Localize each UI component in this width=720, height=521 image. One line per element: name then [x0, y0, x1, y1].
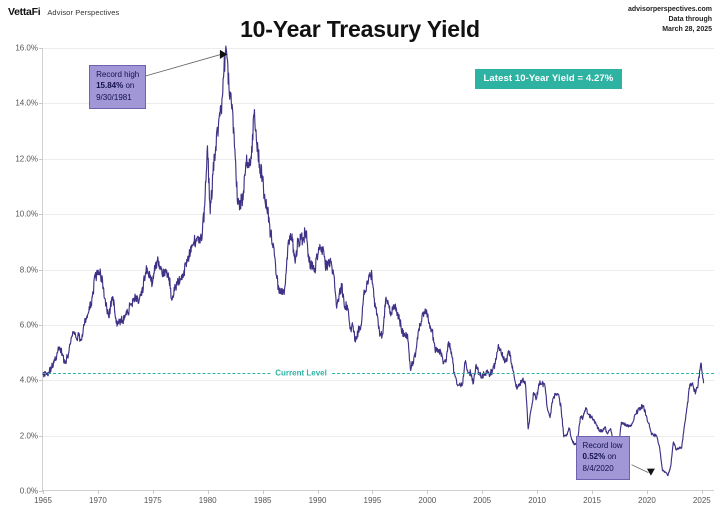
x-tick-label: 2015	[583, 496, 601, 505]
y-tick-label: 16.0%	[15, 43, 38, 53]
x-tick-mark	[482, 490, 484, 494]
x-tick-mark	[372, 490, 374, 494]
y-tick-label: 2.0%	[19, 431, 38, 441]
record-high-line3: 9/30/1981	[96, 93, 132, 103]
x-tick-label: 1965	[34, 496, 52, 505]
x-tick-label: 1990	[308, 496, 327, 505]
record-low-suffix: on	[605, 452, 617, 462]
x-tick-label: 2025	[692, 496, 711, 505]
y-tick-label: 0.0%	[19, 486, 38, 496]
y-tick-label: 14.0%	[15, 98, 38, 108]
record-high-value: 15.84%	[96, 81, 124, 91]
record-high-line2: 15.84% on	[96, 80, 139, 92]
gridline	[43, 435, 714, 437]
y-tick-mark	[39, 491, 43, 492]
y-tick-mark	[39, 48, 43, 49]
x-tick-mark	[207, 490, 209, 494]
gridline	[43, 158, 714, 160]
y-tick-label: 4.0%	[19, 375, 38, 385]
y-tick-mark	[39, 269, 43, 271]
y-tick-label: 10.0%	[15, 209, 38, 219]
vettafi-logo: VettaFi	[8, 6, 41, 18]
source-attribution: advisorperspectives.com Data through Mar…	[628, 5, 712, 35]
current-level-label: Current Level	[272, 368, 330, 378]
x-tick-mark	[427, 490, 429, 494]
gridline	[43, 380, 714, 382]
data-through-label: Data through	[668, 15, 712, 23]
current-level-line	[43, 372, 714, 374]
advisor-perspectives-tagline: Advisor Perspectives	[47, 8, 120, 17]
x-tick-mark	[592, 490, 594, 494]
x-tick-label: 2000	[418, 496, 437, 505]
y-tick-label: 8.0%	[19, 265, 38, 274]
y-tick-mark	[39, 324, 43, 326]
x-tick-mark	[537, 490, 539, 494]
brand-block: VettaFi Advisor Perspectives	[8, 6, 119, 18]
record-high-line1: Record high	[96, 69, 140, 79]
x-tick-mark	[97, 490, 99, 494]
x-tick-label: 1980	[198, 496, 217, 505]
y-tick-mark	[39, 380, 43, 382]
data-through-date: March 28, 2025	[662, 25, 712, 33]
x-tick-label: 2005	[473, 496, 492, 505]
x-tick-label: 2020	[638, 496, 656, 505]
record-low-line2: 0.52% on	[583, 451, 623, 463]
chart-plot-area: 0.0% 2.0% 4.0% 6.0% 8.0% 10.0% 12.0% 14.0% 16.0%…	[15, 44, 714, 505]
latest-yield-badge: Latest 10-Year Yield = 4.27%	[474, 68, 623, 89]
source-website: advisorperspectives.com	[627, 6, 712, 13]
gridline	[43, 48, 714, 49]
x-tick-mark	[152, 490, 154, 494]
x-tick-mark	[646, 490, 648, 494]
y-tick-mark	[39, 103, 43, 105]
y-tick-label: 6.0%	[19, 320, 38, 330]
x-tick-label: 1995	[363, 496, 382, 505]
x-tick-mark	[262, 490, 264, 494]
y-tick-label: 12.0%	[15, 154, 38, 164]
x-tick-mark	[701, 490, 703, 494]
y-tick-mark	[39, 158, 43, 160]
x-tick-mark	[43, 490, 44, 494]
record-low-callout: Record low 0.52% on 8/4/2020	[575, 435, 630, 481]
page-title: 10-Year Treasury Yield	[240, 16, 480, 42]
record-low-value: 0.52%	[582, 452, 606, 462]
record-high-callout: Record high 15.84% on 9/30/1981	[89, 64, 147, 110]
y-tick-mark	[39, 435, 43, 437]
x-tick-label: 2010	[528, 496, 547, 505]
yield-series-line	[42, 45, 705, 477]
x-tick-label: 1970	[88, 496, 107, 505]
gridline	[43, 214, 714, 216]
record-low-line1: Record low	[582, 440, 623, 450]
record-low-line3: 8/4/2020	[582, 464, 614, 474]
gridline	[43, 269, 714, 271]
x-tick-label: 1985	[253, 496, 272, 505]
x-tick-mark	[317, 490, 319, 494]
y-tick-mark	[39, 214, 43, 216]
record-high-suffix: on	[123, 81, 135, 91]
x-tick-label: 1975	[143, 496, 162, 505]
gridline	[43, 103, 714, 105]
